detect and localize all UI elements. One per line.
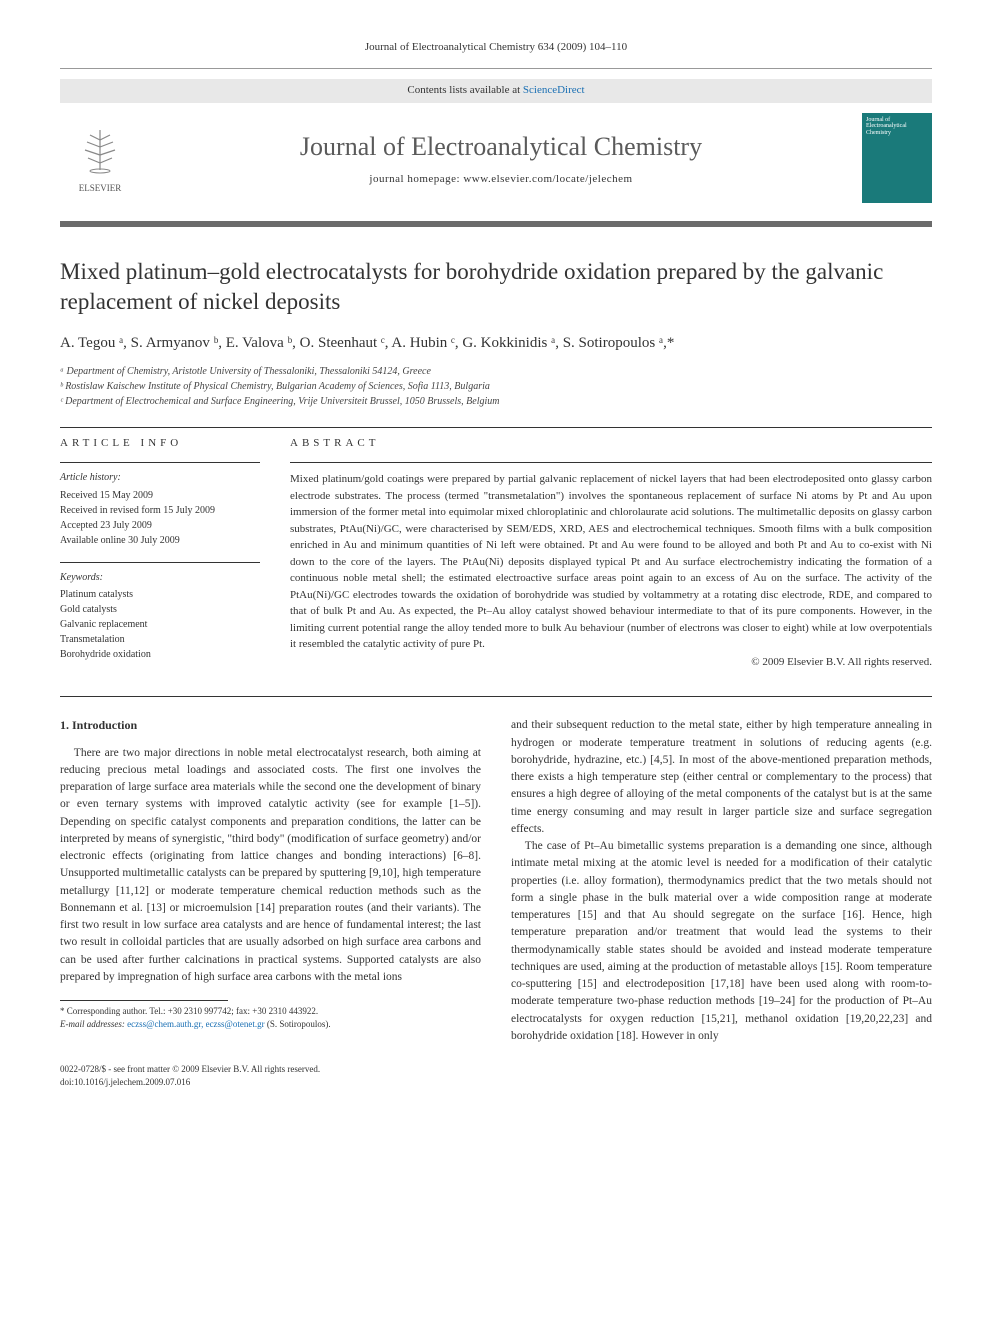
body-columns: 1. Introduction There are two major dire… xyxy=(60,717,932,1045)
col2-para-1: and their subsequent reduction to the me… xyxy=(511,717,932,838)
keyword-4: Borohydride oxidation xyxy=(60,647,260,662)
keyword-3: Transmetalation xyxy=(60,632,260,647)
body-top-rule xyxy=(60,696,932,697)
abstract-text: Mixed platinum/gold coatings were prepar… xyxy=(290,471,932,653)
history-label: Article history: xyxy=(60,471,260,486)
abstract-rule xyxy=(290,462,932,463)
article-title: Mixed platinum–gold electrocatalysts for… xyxy=(60,257,932,317)
footnote-block: * Corresponding author. Tel.: +30 2310 9… xyxy=(60,1005,481,1030)
section-1-heading: 1. Introduction xyxy=(60,717,481,734)
elsevier-tree-icon xyxy=(70,120,130,180)
footnote-rule xyxy=(60,1000,228,1001)
revised-date: Received in revised form 15 July 2009 xyxy=(60,503,260,518)
abstract-heading: ABSTRACT xyxy=(290,436,932,452)
abstract-copyright: © 2009 Elsevier B.V. All rights reserved… xyxy=(290,655,932,671)
journal-citation: Journal of Electroanalytical Chemistry 6… xyxy=(60,40,932,56)
email-addresses[interactable]: eczss@chem.auth.gr, eczss@otenet.gr xyxy=(127,1019,264,1029)
left-column: 1. Introduction There are two major dire… xyxy=(60,717,481,1045)
body-left-text: There are two major directions in noble … xyxy=(60,745,481,987)
publisher-name: ELSEVIER xyxy=(79,182,122,195)
abstract-column: ABSTRACT Mixed platinum/gold coatings we… xyxy=(290,436,932,676)
keywords-label: Keywords: xyxy=(60,571,260,586)
affiliation-c: ᶜ Department of Electrochemical and Surf… xyxy=(60,394,932,409)
keyword-1: Gold catalysts xyxy=(60,602,260,617)
affiliation-b: ᵇ Rostislaw Kaischew Institute of Physic… xyxy=(60,379,932,394)
bottom-info: 0022-0728/$ - see front matter © 2009 El… xyxy=(60,1063,932,1088)
email-name: (S. Sotiropoulos). xyxy=(265,1019,331,1029)
thick-divider xyxy=(60,221,932,227)
info-rule-2 xyxy=(60,562,260,563)
online-date: Available online 30 July 2009 xyxy=(60,533,260,548)
page-root: Journal of Electroanalytical Chemistry 6… xyxy=(0,0,992,1128)
info-heading: ARTICLE INFO xyxy=(60,436,260,452)
keywords-block: Keywords: Platinum catalysts Gold cataly… xyxy=(60,571,260,663)
email-line: E-mail addresses: eczss@chem.auth.gr, ec… xyxy=(60,1018,481,1031)
keyword-2: Galvanic replacement xyxy=(60,617,260,632)
body-right-text: and their subsequent reduction to the me… xyxy=(511,717,932,1045)
info-rule-1 xyxy=(60,462,260,463)
received-date: Received 15 May 2009 xyxy=(60,488,260,503)
issn-line: 0022-0728/$ - see front matter © 2009 El… xyxy=(60,1063,932,1076)
email-label: E-mail addresses: xyxy=(60,1019,127,1029)
journal-header: ELSEVIER Journal of Electroanalytical Ch… xyxy=(60,103,932,213)
doi-line: doi:10.1016/j.jelechem.2009.07.016 xyxy=(60,1076,932,1089)
cover-text: Journal of Electroanalytical Chemistry xyxy=(866,117,928,137)
contents-label: Contents lists available at xyxy=(407,84,520,96)
keyword-0: Platinum catalysts xyxy=(60,587,260,602)
right-column: and their subsequent reduction to the me… xyxy=(511,717,932,1045)
sciencedirect-link[interactable]: ScienceDirect xyxy=(520,84,584,96)
journal-title: Journal of Electroanalytical Chemistry xyxy=(140,128,862,166)
affiliation-a: ᵃ Department of Chemistry, Aristotle Uni… xyxy=(60,364,932,379)
affiliations: ᵃ Department of Chemistry, Aristotle Uni… xyxy=(60,364,932,409)
homepage-url[interactable]: www.elsevier.com/locate/jelechem xyxy=(463,173,632,185)
corresponding-author: * Corresponding author. Tel.: +30 2310 9… xyxy=(60,1005,481,1018)
info-abstract-row: ARTICLE INFO Article history: Received 1… xyxy=(60,436,932,676)
top-divider xyxy=(60,68,932,69)
journal-title-block: Journal of Electroanalytical Chemistry j… xyxy=(140,128,862,188)
contents-bar: Contents lists available at ScienceDirec… xyxy=(60,79,932,103)
authors-list: A. Tegou ᵃ, S. Armyanov ᵇ, E. Valova ᵇ, … xyxy=(60,333,932,355)
journal-cover-thumbnail: Journal of Electroanalytical Chemistry xyxy=(862,113,932,203)
col1-para-1: There are two major directions in noble … xyxy=(60,745,481,987)
homepage-label: journal homepage: xyxy=(369,173,463,185)
publisher-logo-block: ELSEVIER xyxy=(60,120,140,195)
article-history-block: Article history: Received 15 May 2009 Re… xyxy=(60,471,260,548)
info-top-rule xyxy=(60,427,932,428)
accepted-date: Accepted 23 July 2009 xyxy=(60,518,260,533)
col2-para-2: The case of Pt–Au bimetallic systems pre… xyxy=(511,838,932,1045)
article-info-column: ARTICLE INFO Article history: Received 1… xyxy=(60,436,260,676)
journal-homepage: journal homepage: www.elsevier.com/locat… xyxy=(140,172,862,188)
